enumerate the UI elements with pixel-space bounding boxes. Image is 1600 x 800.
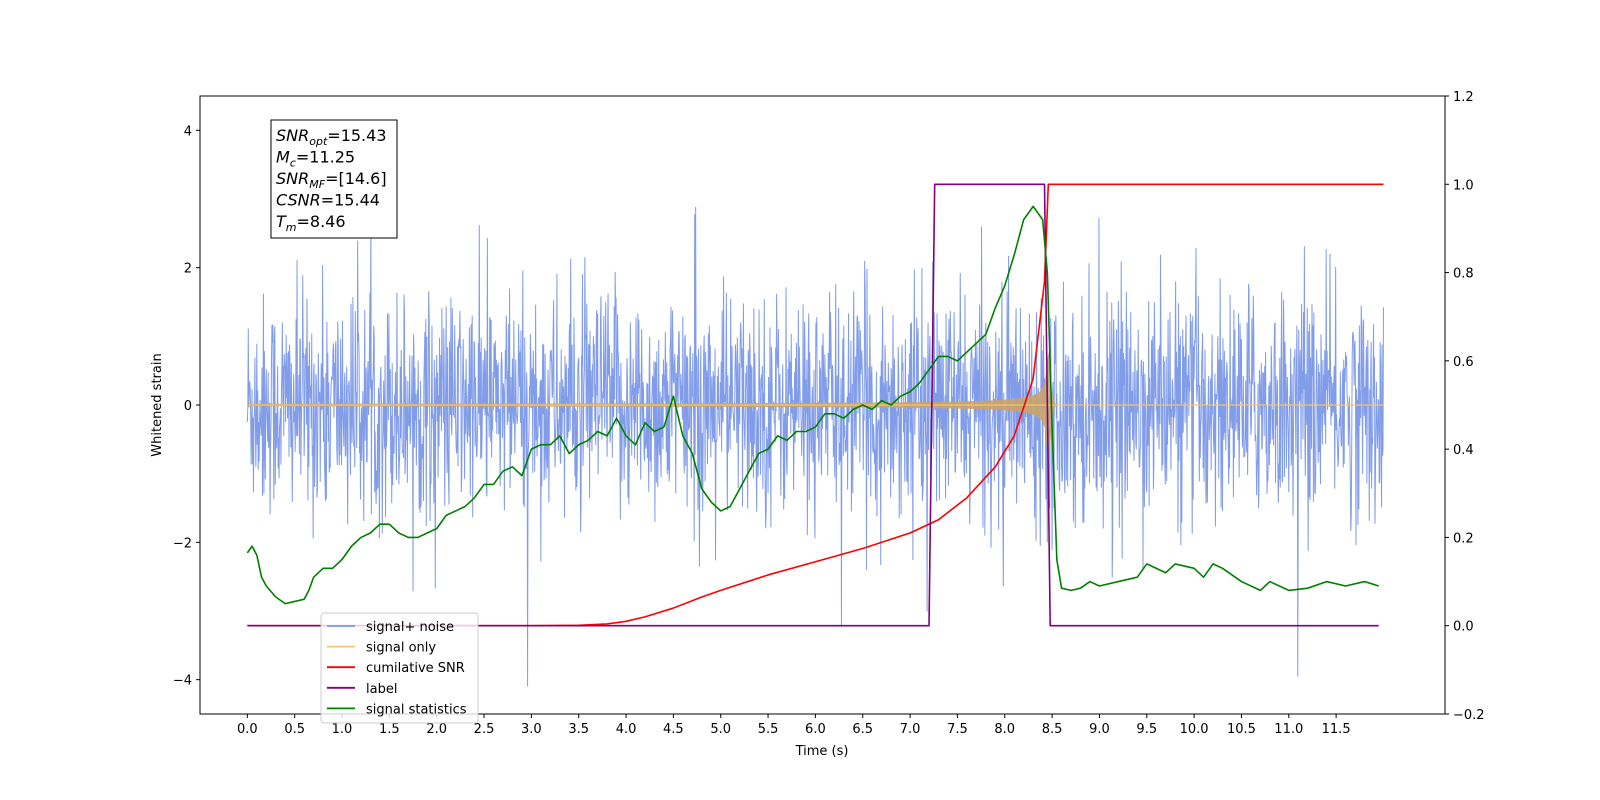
y-right-tick-label: 0.6	[1453, 355, 1474, 370]
series-signal-noise	[246, 195, 1384, 687]
y-right-tick-label: −0.2	[1453, 708, 1485, 723]
annotation-value: =[14.6]	[325, 169, 387, 188]
annotation-line: Tm=8.46	[276, 212, 346, 234]
x-axis-label: Time (s)	[795, 744, 849, 759]
annotation-box: SNRopt=15.43Mc=11.25SNRMF=[14.6]CSNR=15.…	[270, 119, 398, 239]
y-axis-left: 4 2 0 −2 −4	[173, 124, 200, 689]
x-tick-label: 3.5	[568, 722, 589, 737]
x-tick-label: 1.0	[332, 722, 353, 737]
series-line	[247, 183, 1379, 627]
y-right-tick-label: 0.0	[1453, 620, 1474, 635]
signal-noise-line	[246, 195, 1384, 687]
series-cumilative-snr	[247, 183, 1384, 627]
y-axis-right: 1.2 1.0 0.8 0.6 0.4 0.2 0.0 −0.2	[1445, 90, 1485, 723]
x-tick-label: 4.0	[616, 722, 637, 737]
annotation-subscript: MF	[309, 178, 325, 191]
legend-label: cumilative SNR	[366, 661, 465, 676]
x-tick-label: 9.5	[1136, 722, 1157, 737]
plot-content	[246, 183, 1384, 687]
y-axis-left-label: Whitened strain	[150, 353, 165, 456]
y-left-tick-label: 0	[184, 399, 192, 414]
y-left-tick-label: 2	[184, 262, 192, 277]
annotation-symbol: CSNR	[276, 191, 321, 210]
series-line	[246, 205, 1379, 605]
annotation-subscript: c	[290, 157, 296, 170]
annotation-value: =15.44	[321, 191, 380, 210]
annotation-symbol: SNR	[276, 126, 309, 145]
annotation-line: SNRMF=[14.6]	[276, 169, 387, 191]
annotation-symbol: T	[276, 212, 287, 231]
x-axis: 0.0 0.5 1.0 1.5 2.0 2.5 3.0 3.5 4.0 4.5 5.0 5.5 6.0 6…	[237, 714, 1351, 737]
x-tick-label: 3.0	[521, 722, 542, 737]
x-tick-label: 11.5	[1322, 722, 1351, 737]
y-left-tick-label: −4	[173, 674, 192, 689]
y-right-tick-label: 1.0	[1453, 178, 1474, 193]
x-tick-label: 6.0	[805, 722, 826, 737]
x-tick-label: 8.0	[994, 722, 1015, 737]
x-tick-label: 9.0	[1089, 722, 1110, 737]
x-tick-label: 2.0	[426, 722, 447, 737]
x-tick-label: 2.5	[474, 722, 495, 737]
series-lines	[246, 183, 1384, 627]
annotation-line: SNRopt=15.43	[276, 126, 387, 148]
legend-label: signal+ noise	[366, 620, 454, 635]
annotation-subscript: m	[286, 221, 297, 234]
annotation-subscript: opt	[309, 135, 328, 148]
series-label	[247, 183, 1379, 627]
annotation-symbol: SNR	[276, 169, 309, 188]
y-left-tick-label: 4	[184, 124, 192, 139]
y-right-tick-label: 0.4	[1453, 443, 1474, 458]
x-tick-label: 5.0	[710, 722, 731, 737]
annotation-value: =15.43	[327, 126, 386, 145]
y-right-tick-label: 0.2	[1453, 531, 1474, 546]
legend-label: signal statistics	[366, 702, 467, 717]
x-tick-label: 7.0	[900, 722, 921, 737]
series-line	[247, 183, 1384, 627]
x-tick-label: 7.5	[947, 722, 968, 737]
legend-frame	[320, 612, 479, 724]
annotation-line: CSNR=15.44	[276, 191, 380, 210]
annotation-value: =11.25	[296, 148, 355, 167]
x-tick-label: 10.0	[1180, 722, 1209, 737]
legend: signal+ noise signal only cumilative SNR la…	[320, 612, 479, 724]
series-signal-statistics	[246, 205, 1379, 605]
y-left-tick-label: −2	[173, 536, 192, 551]
x-tick-label: 4.5	[663, 722, 684, 737]
x-tick-label: 10.5	[1227, 722, 1256, 737]
x-tick-label: 11.0	[1274, 722, 1303, 737]
x-tick-label: 8.5	[1042, 722, 1063, 737]
annotation-symbol: M	[276, 148, 290, 167]
y-right-tick-label: 1.2	[1453, 90, 1474, 105]
x-tick-label: 0.5	[284, 722, 305, 737]
x-tick-label: 1.5	[379, 722, 400, 737]
series-signal-only	[247, 348, 1384, 462]
x-tick-label: 6.5	[852, 722, 873, 737]
x-tick-label: 0.0	[237, 722, 258, 737]
annotation-frame	[270, 119, 398, 239]
legend-label: label	[366, 682, 397, 697]
annotation-line: Mc=11.25	[276, 148, 355, 170]
x-tick-label: 5.5	[758, 722, 779, 737]
annotation-value: =8.46	[297, 212, 346, 231]
y-right-tick-label: 0.8	[1453, 267, 1474, 282]
legend-label: signal only	[366, 641, 436, 656]
